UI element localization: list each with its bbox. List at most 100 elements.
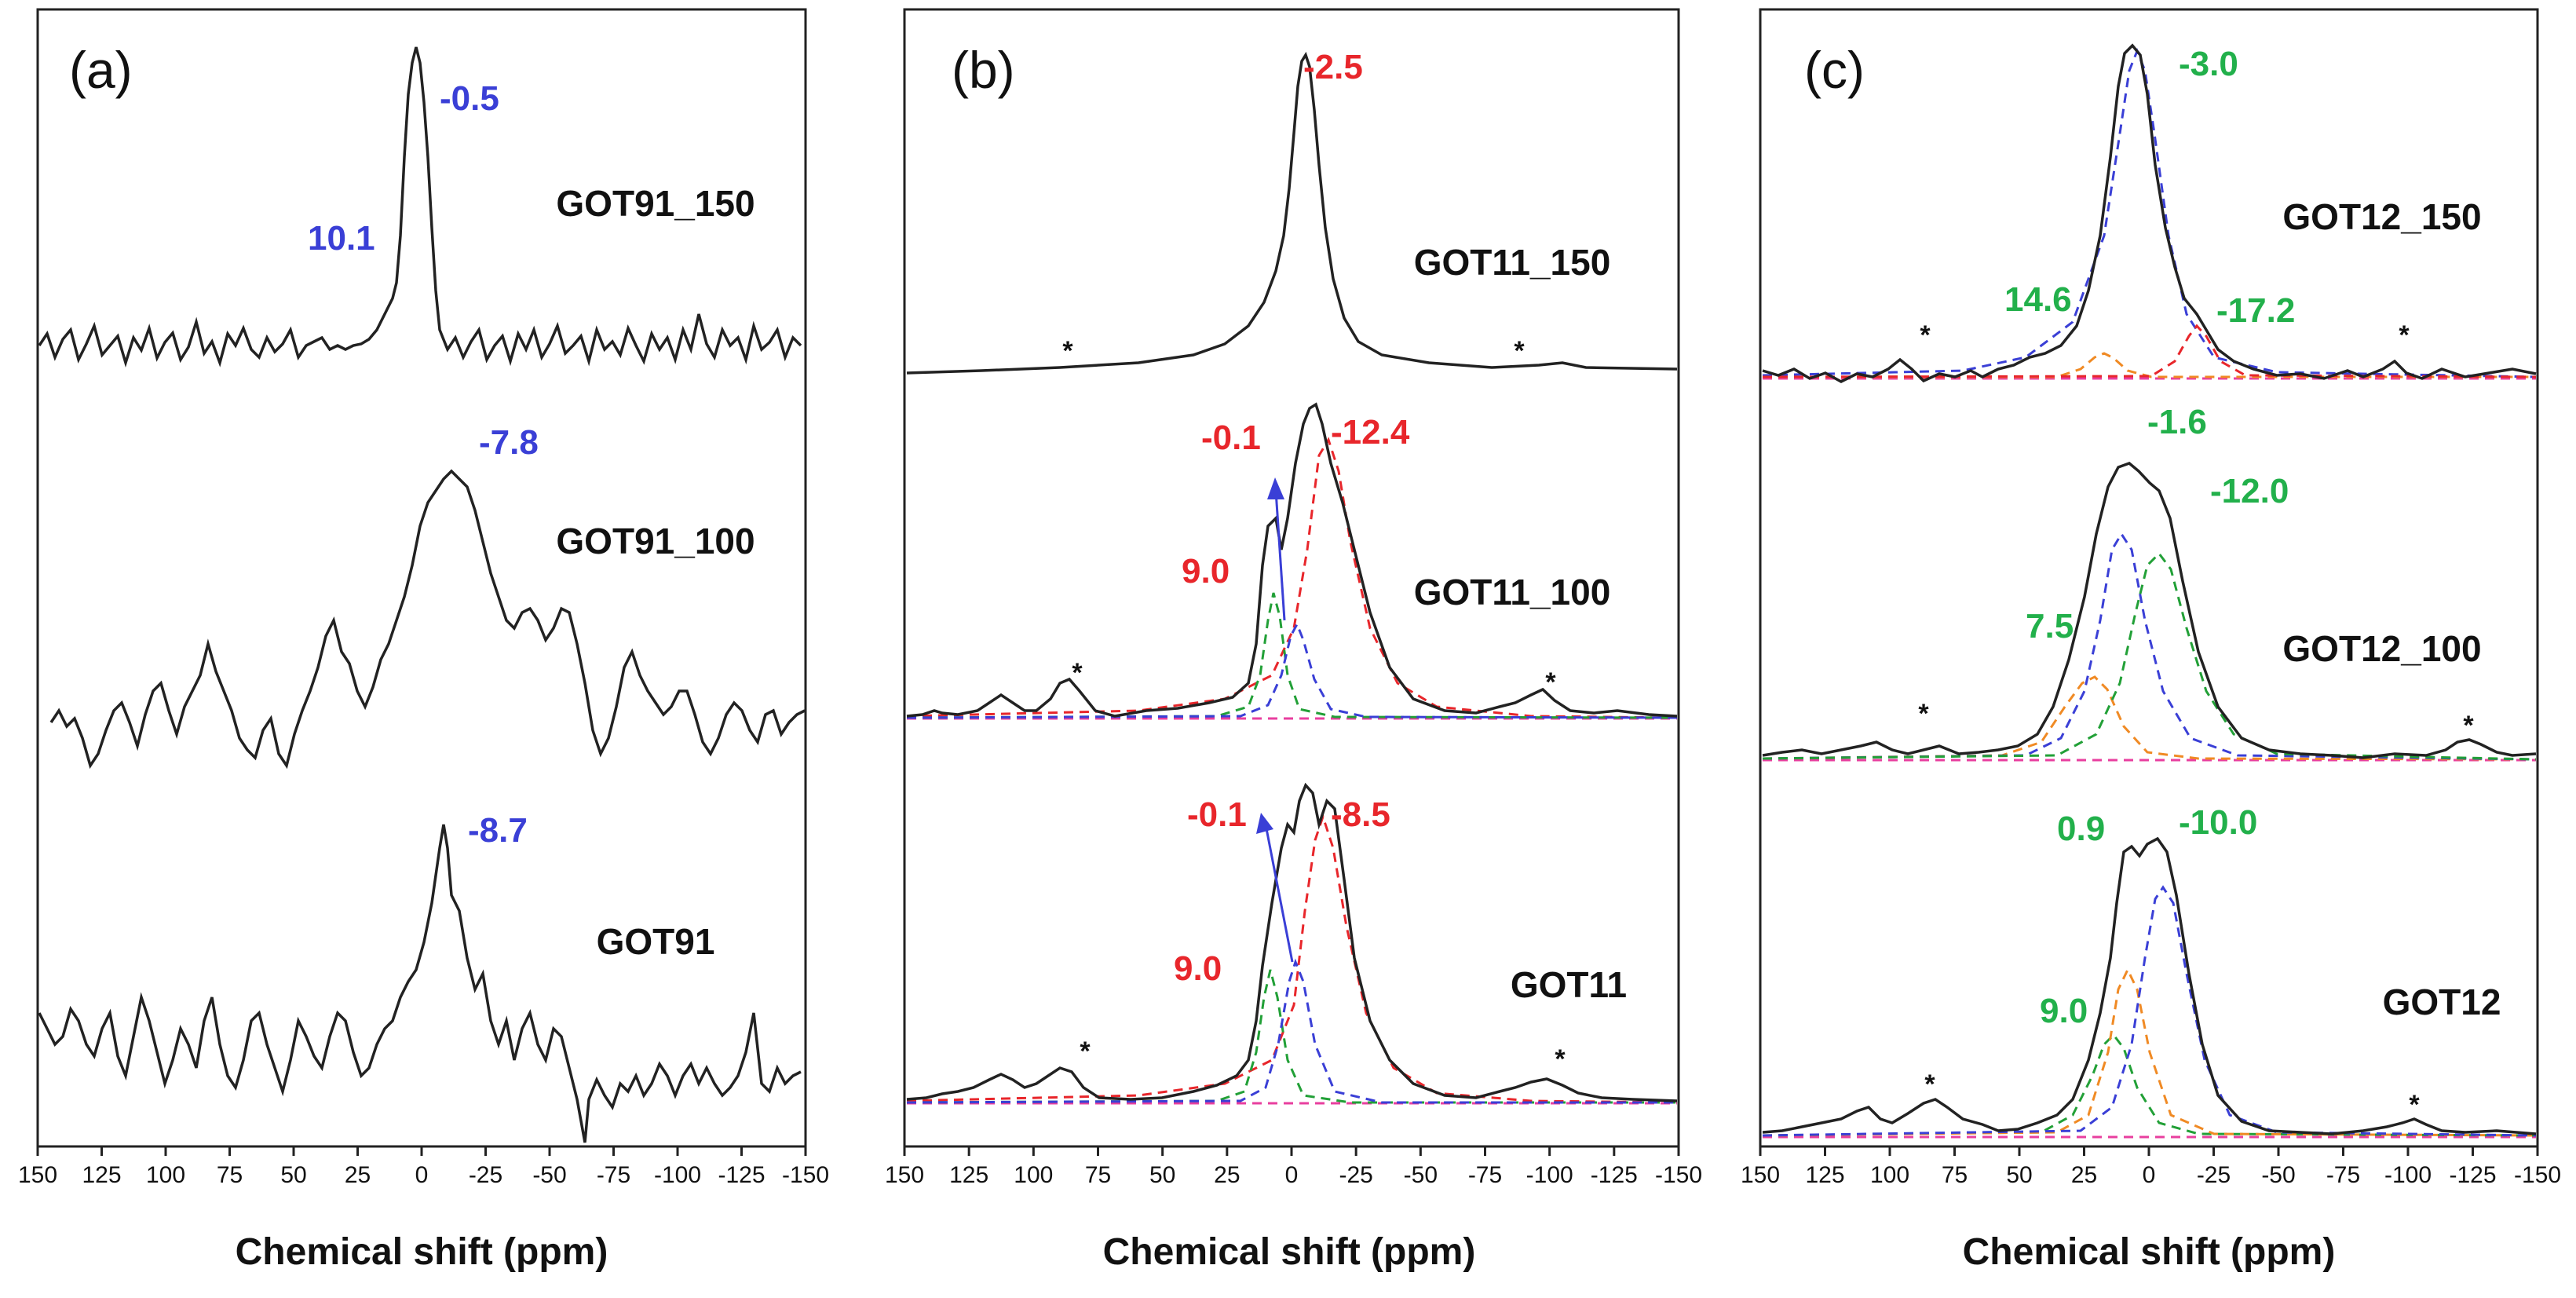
spinning-sideband-star: * [1072,658,1083,688]
x-tick-label: -25 [2197,1162,2231,1188]
arrow-got11-100 [1274,490,1286,621]
annotation-c-neg12-0: -12.0 [2210,472,2289,510]
spinning-sideband-star: * [1514,336,1525,366]
annotation-c-7-5: 7.5 [2026,607,2074,645]
panel-c-x-axis-title: Chemical shift (ppm) [1963,1231,2336,1273]
x-tick-label: -125 [718,1162,765,1188]
x-tick-label: 100 [146,1162,185,1188]
x-tick-label: -75 [1468,1162,1502,1188]
spinning-sideband-star: * [1080,1037,1091,1066]
panel-c: (c) 150 125 100 75 50 25 0 -25 -50 -75 -100 -125 -15… [1741,8,2561,1273]
series-label-got12: GOT12 [2383,982,2501,1022]
x-tick-label: -50 [532,1162,566,1188]
spectrum-got11-group [906,782,1678,1105]
annotation-a-10-1: 10.1 [308,219,375,258]
annotation-b-neg0-1: -0.1 [1187,795,1247,834]
arrow-got11-head [1256,813,1273,834]
fit-got12-green [1762,1033,2537,1137]
spectrum-got91-100 [49,469,806,770]
x-tick-label: 150 [1741,1162,1780,1188]
x-tick-label: 150 [18,1162,57,1188]
series-label-got91-150: GOT91_150 [556,183,755,224]
x-tick-label: 100 [1014,1162,1053,1188]
annotation-c-neg3-0: -3.0 [2179,45,2238,83]
spinning-sideband-star: * [1920,320,1931,350]
x-tick-label: -50 [1404,1162,1438,1188]
annotation-c-neg17-2: -17.2 [2216,291,2295,330]
fit-got12-100-orange [1762,675,2537,761]
fit-got12-150-red [1762,324,2537,378]
series-label-got91-100: GOT91_100 [556,521,755,561]
panel-c-frame [1759,8,2539,1148]
spectrum-got91-150 [38,46,802,368]
x-tick-label: -100 [1526,1162,1573,1188]
annotation-b-100-neg12-4: -12.4 [1331,413,1410,452]
x-tick-label: 125 [82,1162,121,1188]
fit-got12-orange [1762,967,2537,1137]
x-tick-label: -100 [2384,1162,2432,1188]
annotation-b-9-0: 9.0 [1174,949,1222,988]
x-tick-label: 125 [1805,1162,1844,1188]
annotation-c-neg10-0: -10.0 [2179,803,2257,842]
x-tick-label: 50 [280,1162,306,1188]
x-tick-label: -100 [654,1162,701,1188]
annotation-b-neg8-5: -8.5 [1331,795,1390,834]
series-label-got91: GOT91 [597,921,715,962]
annotation-b-neg2-5: -2.5 [1303,48,1363,86]
spectrum-got12-150-group [1762,43,2537,383]
x-tick-label: -50 [2261,1162,2295,1188]
fit-got12-blue [1762,885,2537,1137]
annotation-b-100-9-0: 9.0 [1182,552,1230,590]
x-tick-label: 50 [1149,1162,1175,1188]
spectrum-got12 [1762,836,2537,1135]
spectrum-got12-100 [1762,462,2537,759]
panel-c-label: (c) [1804,41,1865,99]
panel-a: (a) 150 125 100 75 50 25 0 -25 -50 -75 -100 -125 -15… [18,8,829,1273]
x-tick-label: -75 [597,1162,630,1188]
x-tick-label: -150 [1655,1162,1702,1188]
fit-got12-100-green [1762,551,2537,761]
annotation-b-100-neg0-1: -0.1 [1201,419,1261,457]
x-tick-label: 50 [2006,1162,2032,1188]
panel-a-label: (a) [69,41,133,99]
panel-a-x-axis-title: Chemical shift (ppm) [236,1231,608,1273]
panel-b-label: (b) [952,41,1015,99]
x-tick-label: 0 [2143,1162,2156,1188]
fit-got11-green [906,969,1677,1104]
x-tick-label: 0 [1285,1162,1299,1188]
x-tick-label: -25 [469,1162,502,1188]
x-tick-label: 25 [1214,1162,1240,1188]
x-tick-label: 25 [2071,1162,2097,1188]
spinning-sideband-star: * [2399,320,2410,350]
spectrum-got11-100-group [906,402,1678,720]
series-label-got12-150: GOT12_150 [2282,196,2481,237]
x-tick-label: 100 [1870,1162,1909,1188]
spinning-sideband-star: * [2409,1090,2420,1120]
annotation-a-neg8-7: -8.7 [468,811,528,850]
x-tick-label: 125 [949,1162,988,1188]
arrow-got11-100-head [1267,477,1284,499]
panel-a-frame [36,8,807,1148]
series-label-got11-150: GOT11_150 [1414,242,1611,283]
x-tick-label: 75 [217,1162,243,1188]
panel-a-x-axis: 150 125 100 75 50 25 0 -25 -50 -75 -100 -125 -150 [18,1146,829,1188]
spectrum-got11-100 [906,402,1678,718]
x-tick-label: -25 [1339,1162,1372,1188]
fit-got11-blue [906,958,1677,1104]
x-tick-label: 25 [345,1162,371,1188]
spinning-sideband-star: * [1545,667,1556,697]
annotation-c-9-0: 9.0 [2040,992,2088,1030]
series-label-got12-100: GOT12_100 [2282,628,2481,669]
series-label-got11: GOT11 [1511,964,1627,1005]
fit-got12-100-blue [1762,532,2537,761]
panel-c-x-axis: 150 125 100 75 50 25 0 -25 -50 -75 -100 -125 -150 [1741,1146,2561,1188]
spinning-sideband-star: * [1918,699,1929,729]
x-tick-label: -125 [2449,1162,2496,1188]
arrow-got11 [1264,824,1294,963]
x-tick-label: -75 [2326,1162,2360,1188]
annotation-a-neg0-5: -0.5 [440,79,499,118]
panel-b: (b) 150 125 100 75 50 25 0 -25 -50 -75 -100 -125 -15… [885,8,1702,1273]
spectrum-got11 [906,782,1678,1102]
x-tick-label: 75 [1085,1162,1111,1188]
